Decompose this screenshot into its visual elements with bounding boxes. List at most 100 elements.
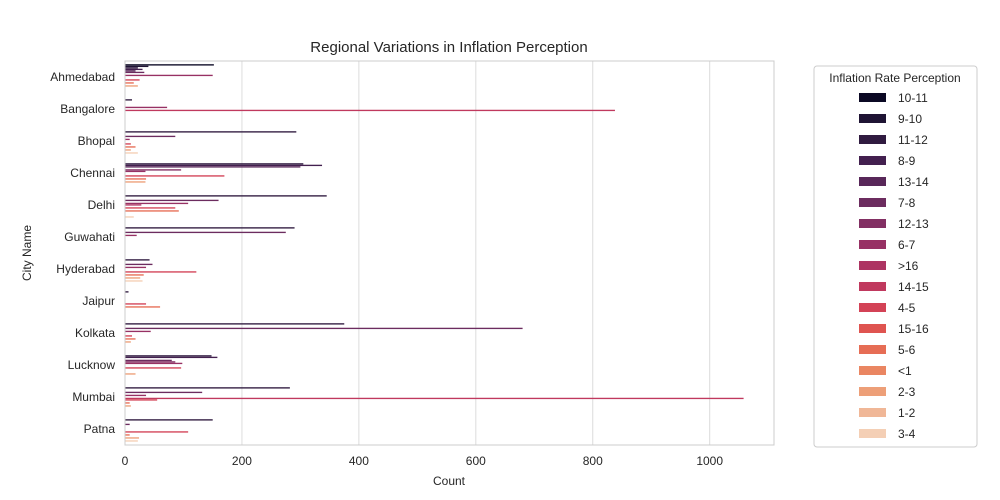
legend-swatch <box>859 219 886 228</box>
bar <box>125 327 523 330</box>
legend-swatch <box>859 324 886 333</box>
bar <box>125 204 142 206</box>
legend-swatch <box>859 156 886 165</box>
bar <box>125 367 182 369</box>
bar <box>125 434 130 436</box>
x-tick-label: 1000 <box>696 454 723 468</box>
legend-label: 1-2 <box>898 406 916 420</box>
legend-label: >16 <box>898 259 919 273</box>
bar <box>125 419 213 421</box>
y-tick-label: Chennai <box>70 166 115 180</box>
bar <box>125 280 143 282</box>
bar <box>125 170 146 173</box>
gridlines <box>241 61 711 445</box>
y-tick-label: Kolkata <box>75 326 115 340</box>
bar <box>125 402 130 404</box>
legend-label: 3-4 <box>898 427 916 441</box>
legend-swatch <box>859 198 886 207</box>
bar <box>125 323 345 325</box>
bar <box>125 85 138 87</box>
legend-label: 12-13 <box>898 217 929 231</box>
bar <box>125 231 286 234</box>
bar <box>125 274 144 276</box>
legend-swatch <box>859 366 886 375</box>
bar <box>125 266 147 269</box>
bar <box>125 178 147 180</box>
bar <box>125 152 138 154</box>
y-tick-label: Ahmedabad <box>50 70 115 84</box>
x-axis-tick-labels: 0 200 400 600 800 1000 <box>122 454 724 468</box>
legend: Inflation Rate Perception 10-11 9-10 11-12… <box>813 65 978 448</box>
bar <box>125 394 147 397</box>
bar <box>125 362 183 365</box>
bar <box>125 166 301 168</box>
plot-area <box>125 61 774 445</box>
bar <box>125 82 134 84</box>
bar <box>125 143 131 145</box>
y-tick-label: Patna <box>84 422 116 436</box>
bar <box>125 405 131 407</box>
bar <box>125 227 295 229</box>
bar <box>125 330 151 333</box>
bar <box>125 135 176 138</box>
legend-swatch <box>859 114 886 123</box>
bar <box>125 64 214 66</box>
legend-label: 13-14 <box>898 175 929 189</box>
bar <box>125 359 172 362</box>
bar <box>125 277 141 279</box>
legend-label: 15-16 <box>898 322 929 336</box>
bar <box>125 387 290 389</box>
legend-swatch <box>859 177 886 186</box>
x-tick-label: 800 <box>583 454 603 468</box>
bar <box>125 335 133 337</box>
bar <box>125 181 146 183</box>
y-tick-label: Guwahati <box>64 230 115 244</box>
bar <box>125 163 304 165</box>
legend-label: 7-8 <box>898 196 916 210</box>
bar <box>125 106 168 109</box>
legend-swatch <box>859 240 886 249</box>
bar <box>125 341 131 343</box>
legend-label: 10-11 <box>898 91 928 105</box>
bar <box>125 79 140 81</box>
bar <box>125 195 327 197</box>
bar <box>125 68 143 71</box>
y-axis-tick-labels: Ahmedabad Bangalore Bhopal Chennai Delhi Guwa… <box>50 70 115 436</box>
plot-frame <box>124 60 775 446</box>
legend-label: 2-3 <box>898 385 916 399</box>
bar <box>125 391 203 394</box>
legend-swatch <box>859 135 886 144</box>
bar <box>125 175 225 177</box>
bar <box>125 210 179 212</box>
legend-title: Inflation Rate Perception <box>829 71 960 85</box>
bar <box>125 202 189 205</box>
bar <box>125 271 197 273</box>
bar <box>125 373 136 375</box>
bar <box>125 138 130 141</box>
x-tick-label: 200 <box>232 454 252 468</box>
legend-label: 14-15 <box>898 280 929 294</box>
bar <box>125 440 138 442</box>
bar <box>125 431 189 433</box>
x-axis-label: Count <box>433 474 466 488</box>
legend-swatch <box>859 408 886 417</box>
legend-label: 6-7 <box>898 238 916 252</box>
bars <box>125 64 744 442</box>
bar <box>125 303 147 305</box>
bar <box>125 263 153 266</box>
bar <box>125 199 219 202</box>
legend-swatch <box>859 429 886 438</box>
x-tick-label: 400 <box>349 454 369 468</box>
bar <box>125 146 136 148</box>
bar <box>125 423 130 426</box>
bar <box>125 131 297 133</box>
legend-swatch <box>859 303 886 312</box>
bar <box>125 291 129 293</box>
bar <box>125 65 149 68</box>
y-tick-label: Delhi <box>88 198 115 212</box>
x-tick-label: 600 <box>466 454 486 468</box>
bar <box>125 99 133 101</box>
bar <box>125 306 161 308</box>
y-tick-label: Bhopal <box>78 134 115 148</box>
